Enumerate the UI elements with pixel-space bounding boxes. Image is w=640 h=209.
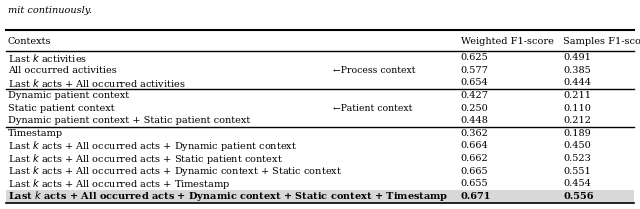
Text: 0.385: 0.385 xyxy=(563,66,591,75)
Text: All occurred activities: All occurred activities xyxy=(8,66,116,75)
Text: Last $k$ acts + All occurred acts + Static patient context: Last $k$ acts + All occurred acts + Stat… xyxy=(8,152,282,166)
Bar xyxy=(6,190,634,203)
Text: 0.448: 0.448 xyxy=(461,116,489,125)
Text: 0.211: 0.211 xyxy=(563,91,591,100)
Text: 0.655: 0.655 xyxy=(461,179,488,188)
Text: 0.444: 0.444 xyxy=(563,78,591,87)
Text: 0.665: 0.665 xyxy=(461,167,488,176)
Text: 0.212: 0.212 xyxy=(563,116,591,125)
Text: 0.523: 0.523 xyxy=(563,154,591,163)
Text: 0.250: 0.250 xyxy=(461,103,488,112)
Text: Last $k$ acts + All occurred acts + Dynamic context + Static context: Last $k$ acts + All occurred acts + Dyna… xyxy=(8,164,342,178)
Text: 0.577: 0.577 xyxy=(461,66,489,75)
Text: 0.454: 0.454 xyxy=(563,179,591,188)
Text: 0.551: 0.551 xyxy=(563,167,591,176)
Text: Last $k$ acts + All occurred acts + Dynamic context + Static context + Timestamp: Last $k$ acts + All occurred acts + Dyna… xyxy=(8,189,448,203)
Text: Last $k$ acts + All occurred activities: Last $k$ acts + All occurred activities xyxy=(8,77,186,89)
Text: Contexts: Contexts xyxy=(8,37,51,46)
Text: mit continuously.: mit continuously. xyxy=(8,6,92,15)
Text: Timestamp: Timestamp xyxy=(8,129,63,138)
Text: 0.189: 0.189 xyxy=(563,129,591,138)
Text: Last $k$ activities: Last $k$ activities xyxy=(8,52,87,64)
Text: 0.450: 0.450 xyxy=(563,141,591,150)
Text: Samples F1-score: Samples F1-score xyxy=(563,37,640,46)
Text: Weighted F1-score: Weighted F1-score xyxy=(461,37,554,46)
Text: 0.556: 0.556 xyxy=(563,192,594,201)
Text: ←Process context: ←Process context xyxy=(333,66,415,75)
Text: Static patient context: Static patient context xyxy=(8,103,115,112)
Text: 0.664: 0.664 xyxy=(461,141,488,150)
Text: Dynamic patient context + Static patient context: Dynamic patient context + Static patient… xyxy=(8,116,250,125)
Text: 0.110: 0.110 xyxy=(563,103,591,112)
Text: Last $k$ acts + All occurred acts + Timestamp: Last $k$ acts + All occurred acts + Time… xyxy=(8,177,230,191)
Text: 0.427: 0.427 xyxy=(461,91,489,100)
Text: 0.662: 0.662 xyxy=(461,154,488,163)
Text: ←Patient context: ←Patient context xyxy=(333,103,412,112)
Text: 0.362: 0.362 xyxy=(461,129,489,138)
Text: 0.654: 0.654 xyxy=(461,78,488,87)
Text: 0.625: 0.625 xyxy=(461,53,488,62)
Text: Last $k$ acts + All occurred acts + Dynamic patient context: Last $k$ acts + All occurred acts + Dyna… xyxy=(8,139,297,153)
Text: 0.491: 0.491 xyxy=(563,53,591,62)
Text: Dynamic patient context: Dynamic patient context xyxy=(8,91,129,100)
Text: 0.671: 0.671 xyxy=(461,192,491,201)
